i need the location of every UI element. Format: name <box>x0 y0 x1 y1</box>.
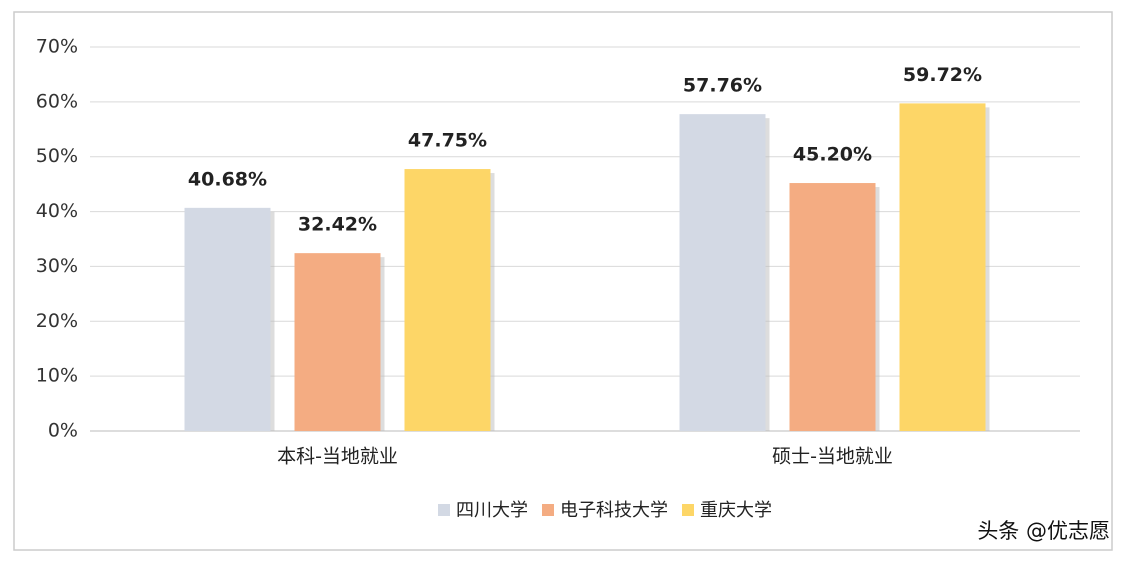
y-tick-label: 50% <box>36 145 78 167</box>
legend-label: 重庆大学 <box>700 500 772 521</box>
value-label: 40.68% <box>188 168 267 190</box>
legend-swatch <box>682 504 694 516</box>
caption: 头条 @优志愿 <box>977 519 1110 543</box>
legend-swatch <box>542 504 554 516</box>
value-label: 32.42% <box>298 214 377 236</box>
x-tick-label: 硕士-当地就业 <box>772 446 893 468</box>
value-label: 59.72% <box>903 64 982 86</box>
bar <box>184 207 271 431</box>
bar <box>789 183 876 431</box>
bar <box>899 103 986 432</box>
y-tick-label: 60% <box>36 90 78 112</box>
y-tick-label: 70% <box>36 36 78 58</box>
y-tick-label: 10% <box>36 365 78 387</box>
y-tick-label: 30% <box>36 255 78 277</box>
y-tick-label: 20% <box>36 310 78 332</box>
value-label: 57.76% <box>683 75 762 97</box>
chart-frame <box>13 11 1113 551</box>
bar <box>679 114 766 431</box>
y-tick-label: 40% <box>36 200 78 222</box>
value-label: 45.20% <box>793 144 872 166</box>
bar <box>404 169 491 432</box>
value-label: 47.75% <box>408 130 487 152</box>
bar <box>294 253 381 431</box>
legend-swatch <box>438 504 450 516</box>
x-tick-label: 本科-当地就业 <box>277 446 398 468</box>
legend-label: 四川大学 <box>456 500 528 521</box>
legend-label: 电子科技大学 <box>560 500 668 521</box>
y-tick-label: 0% <box>48 420 78 442</box>
